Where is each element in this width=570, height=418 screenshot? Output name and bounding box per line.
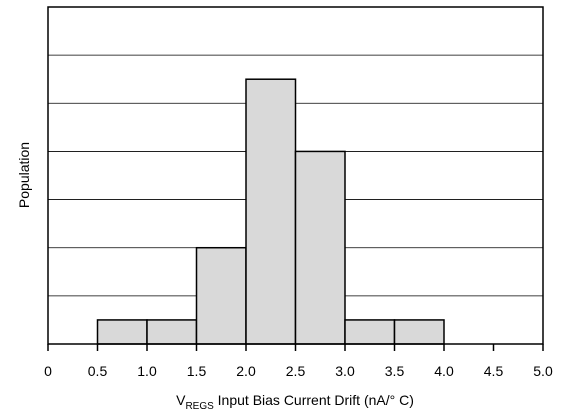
x-axis-ticks: 0 0.5 1.0 1.5 2.0 2.5 3.0 3.5 4.0 4.5 5.0 [44, 344, 553, 379]
histogram-bar-5 [294, 150, 346, 345]
x-tick-label-10: 4.5 [484, 363, 504, 379]
histogram-bar-2 [146, 319, 198, 345]
histogram-bar-6 [344, 319, 396, 345]
y-axis-title: Population [16, 142, 32, 208]
x-axis-title-main: V [176, 392, 186, 408]
x-axis-title: VREGS Input Bias Current Drift (nA/° C) [176, 392, 414, 412]
x-tick-label-3: 1.0 [137, 363, 157, 379]
histogram-bar-1 [96, 319, 148, 345]
histogram-bar-7 [393, 319, 445, 345]
x-tick-label-11: 5.0 [533, 363, 553, 379]
x-axis-title-rest: Input Bias Current Drift (nA/° C) [214, 392, 414, 408]
histogram-bars [96, 78, 445, 345]
x-tick-label-9: 4.0 [434, 363, 454, 379]
histogram-bar-4 [245, 78, 297, 345]
x-tick-label-2: 0.5 [88, 363, 108, 379]
x-axis-title-subscript: REGS [185, 401, 214, 412]
histogram-bar-3 [195, 246, 247, 345]
x-tick-label-8: 3.5 [385, 363, 405, 379]
x-tick-label-6: 2.5 [286, 363, 306, 379]
x-tick-label-1: 0 [44, 363, 52, 379]
x-tick-label-7: 3.0 [335, 363, 355, 379]
x-tick-label-5: 2.0 [236, 363, 256, 379]
x-tick-label-4: 1.5 [187, 363, 207, 379]
